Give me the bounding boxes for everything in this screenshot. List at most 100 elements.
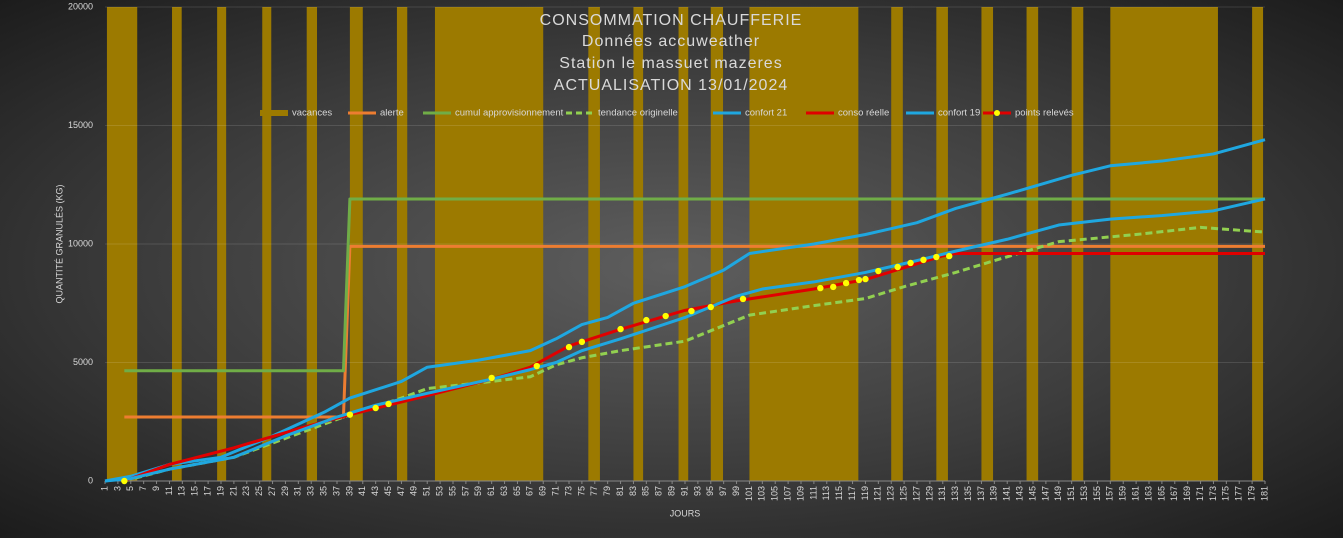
x-tick-label: 23 <box>241 486 251 496</box>
x-tick-label: 71 <box>550 486 560 496</box>
x-tick-label: 49 <box>409 486 419 496</box>
vacances-band <box>588 7 600 481</box>
vacances-band <box>1252 7 1264 481</box>
grid-layer <box>104 6 1266 484</box>
legend-swatch <box>260 110 288 116</box>
x-tick-label: 171 <box>1195 486 1205 501</box>
x-tick-label: 13 <box>177 486 187 496</box>
x-tick-label: 101 <box>744 486 754 501</box>
y-tick-label: 15000 <box>68 120 93 130</box>
x-tick-label: 95 <box>705 486 715 496</box>
vacances-band <box>633 7 644 481</box>
legend: vacances alerte cumul approvisionnement ten… <box>260 108 1074 119</box>
series-line <box>124 197 1265 373</box>
data-point <box>121 477 128 485</box>
data-point <box>662 312 669 320</box>
vacances-band <box>217 7 227 481</box>
y-tick-label: 5000 <box>73 357 93 367</box>
x-tick-label: 77 <box>589 486 599 496</box>
x-tick-label: 31 <box>293 486 303 496</box>
chart-subtitle: Données accuweather <box>582 33 760 50</box>
data-point <box>855 276 863 284</box>
x-tick-label: 131 <box>937 486 947 501</box>
x-tick-label: 83 <box>628 486 638 496</box>
x-tick-label: 27 <box>267 486 277 496</box>
vacances-band <box>396 7 408 481</box>
x-tick-label: 75 <box>576 486 586 496</box>
data-point <box>488 374 495 382</box>
x-tick-label: 165 <box>1156 486 1166 501</box>
x-tick-label: 33 <box>306 486 316 496</box>
series-line <box>124 244 1265 419</box>
chart-subtitle: Station le massuet mazeres <box>559 55 782 72</box>
x-tick-label: 93 <box>692 486 702 496</box>
x-tick-label: 35 <box>318 486 328 496</box>
x-tick-label: 177 <box>1234 486 1244 501</box>
vacances-band <box>936 7 948 481</box>
x-tick-label: 155 <box>1092 486 1102 501</box>
y-tick-label: 10000 <box>68 238 93 248</box>
y-tick-label: 20000 <box>68 1 93 11</box>
y-axis-label: QUANTITÉ GRANULÉS (KG) <box>54 184 64 303</box>
vacances-band <box>891 7 903 481</box>
x-tick-label: 167 <box>1169 486 1179 501</box>
x-tick-label: 57 <box>460 486 470 496</box>
x-tick-label: 119 <box>860 486 870 500</box>
x-tick-label: 149 <box>1053 486 1063 501</box>
lines-layer <box>104 138 1266 485</box>
x-tick-label: 141 <box>1002 486 1012 501</box>
data-point <box>817 284 824 292</box>
x-tick-label: 25 <box>254 486 264 496</box>
x-tick-label: 53 <box>434 486 444 496</box>
data-point <box>565 343 573 351</box>
vacances-band <box>106 7 138 481</box>
x-tick-label: 153 <box>1079 486 1089 501</box>
vacances-band <box>306 7 318 481</box>
x-tick-label: 81 <box>615 486 625 496</box>
x-tick-label: 3 <box>112 486 122 491</box>
x-tick-label: 161 <box>1130 486 1140 501</box>
x-tick-label: 39 <box>344 486 354 496</box>
legend-label: cumul approvisionnement <box>455 108 564 119</box>
vacances-band <box>172 7 182 481</box>
x-tick-label: 107 <box>782 486 792 501</box>
x-tick-label: 69 <box>538 486 548 496</box>
x-tick-label: 175 <box>1221 486 1231 501</box>
x-tick-label: 5 <box>125 486 135 491</box>
x-tick-label: 1 <box>99 486 109 491</box>
data-point <box>372 404 379 412</box>
data-point <box>707 303 714 311</box>
legend-swatch <box>994 110 1000 116</box>
x-tick-label: 103 <box>757 486 767 501</box>
legend-label: points relevés <box>1015 108 1074 119</box>
x-tick-label: 139 <box>989 486 999 501</box>
x-tick-label: 67 <box>525 486 535 496</box>
x-tick-label: 163 <box>1143 486 1153 501</box>
x-tick-label: 11 <box>164 486 174 495</box>
x-tick-label: 41 <box>357 486 367 496</box>
data-point <box>933 253 940 261</box>
data-point <box>617 325 624 333</box>
data-point <box>533 362 540 370</box>
x-tick-label: 55 <box>447 486 457 496</box>
x-tick-label: 147 <box>1040 486 1050 501</box>
series-line <box>104 197 1266 483</box>
x-tick-label: 121 <box>873 486 883 501</box>
x-tick-label: 43 <box>370 486 380 496</box>
x-tick-label: 105 <box>770 486 780 501</box>
x-tick-label: 47 <box>396 486 406 496</box>
data-point <box>688 307 695 315</box>
x-tick-label: 143 <box>1014 486 1024 501</box>
x-tick-label: 99 <box>731 486 741 496</box>
x-tick-label: 135 <box>963 486 973 501</box>
legend-label: conso réelle <box>838 108 889 119</box>
series-line <box>123 225 1266 483</box>
chart-subtitle: ACTUALISATION 13/01/2024 <box>554 77 788 94</box>
x-tick-label: 91 <box>679 486 689 496</box>
x-tick-label: 29 <box>280 486 290 496</box>
x-tick-label: 59 <box>473 486 483 496</box>
x-tick-label: 15 <box>190 486 200 496</box>
vacances-band <box>1110 7 1218 481</box>
vacances-band <box>710 7 724 481</box>
data-point <box>830 283 837 291</box>
